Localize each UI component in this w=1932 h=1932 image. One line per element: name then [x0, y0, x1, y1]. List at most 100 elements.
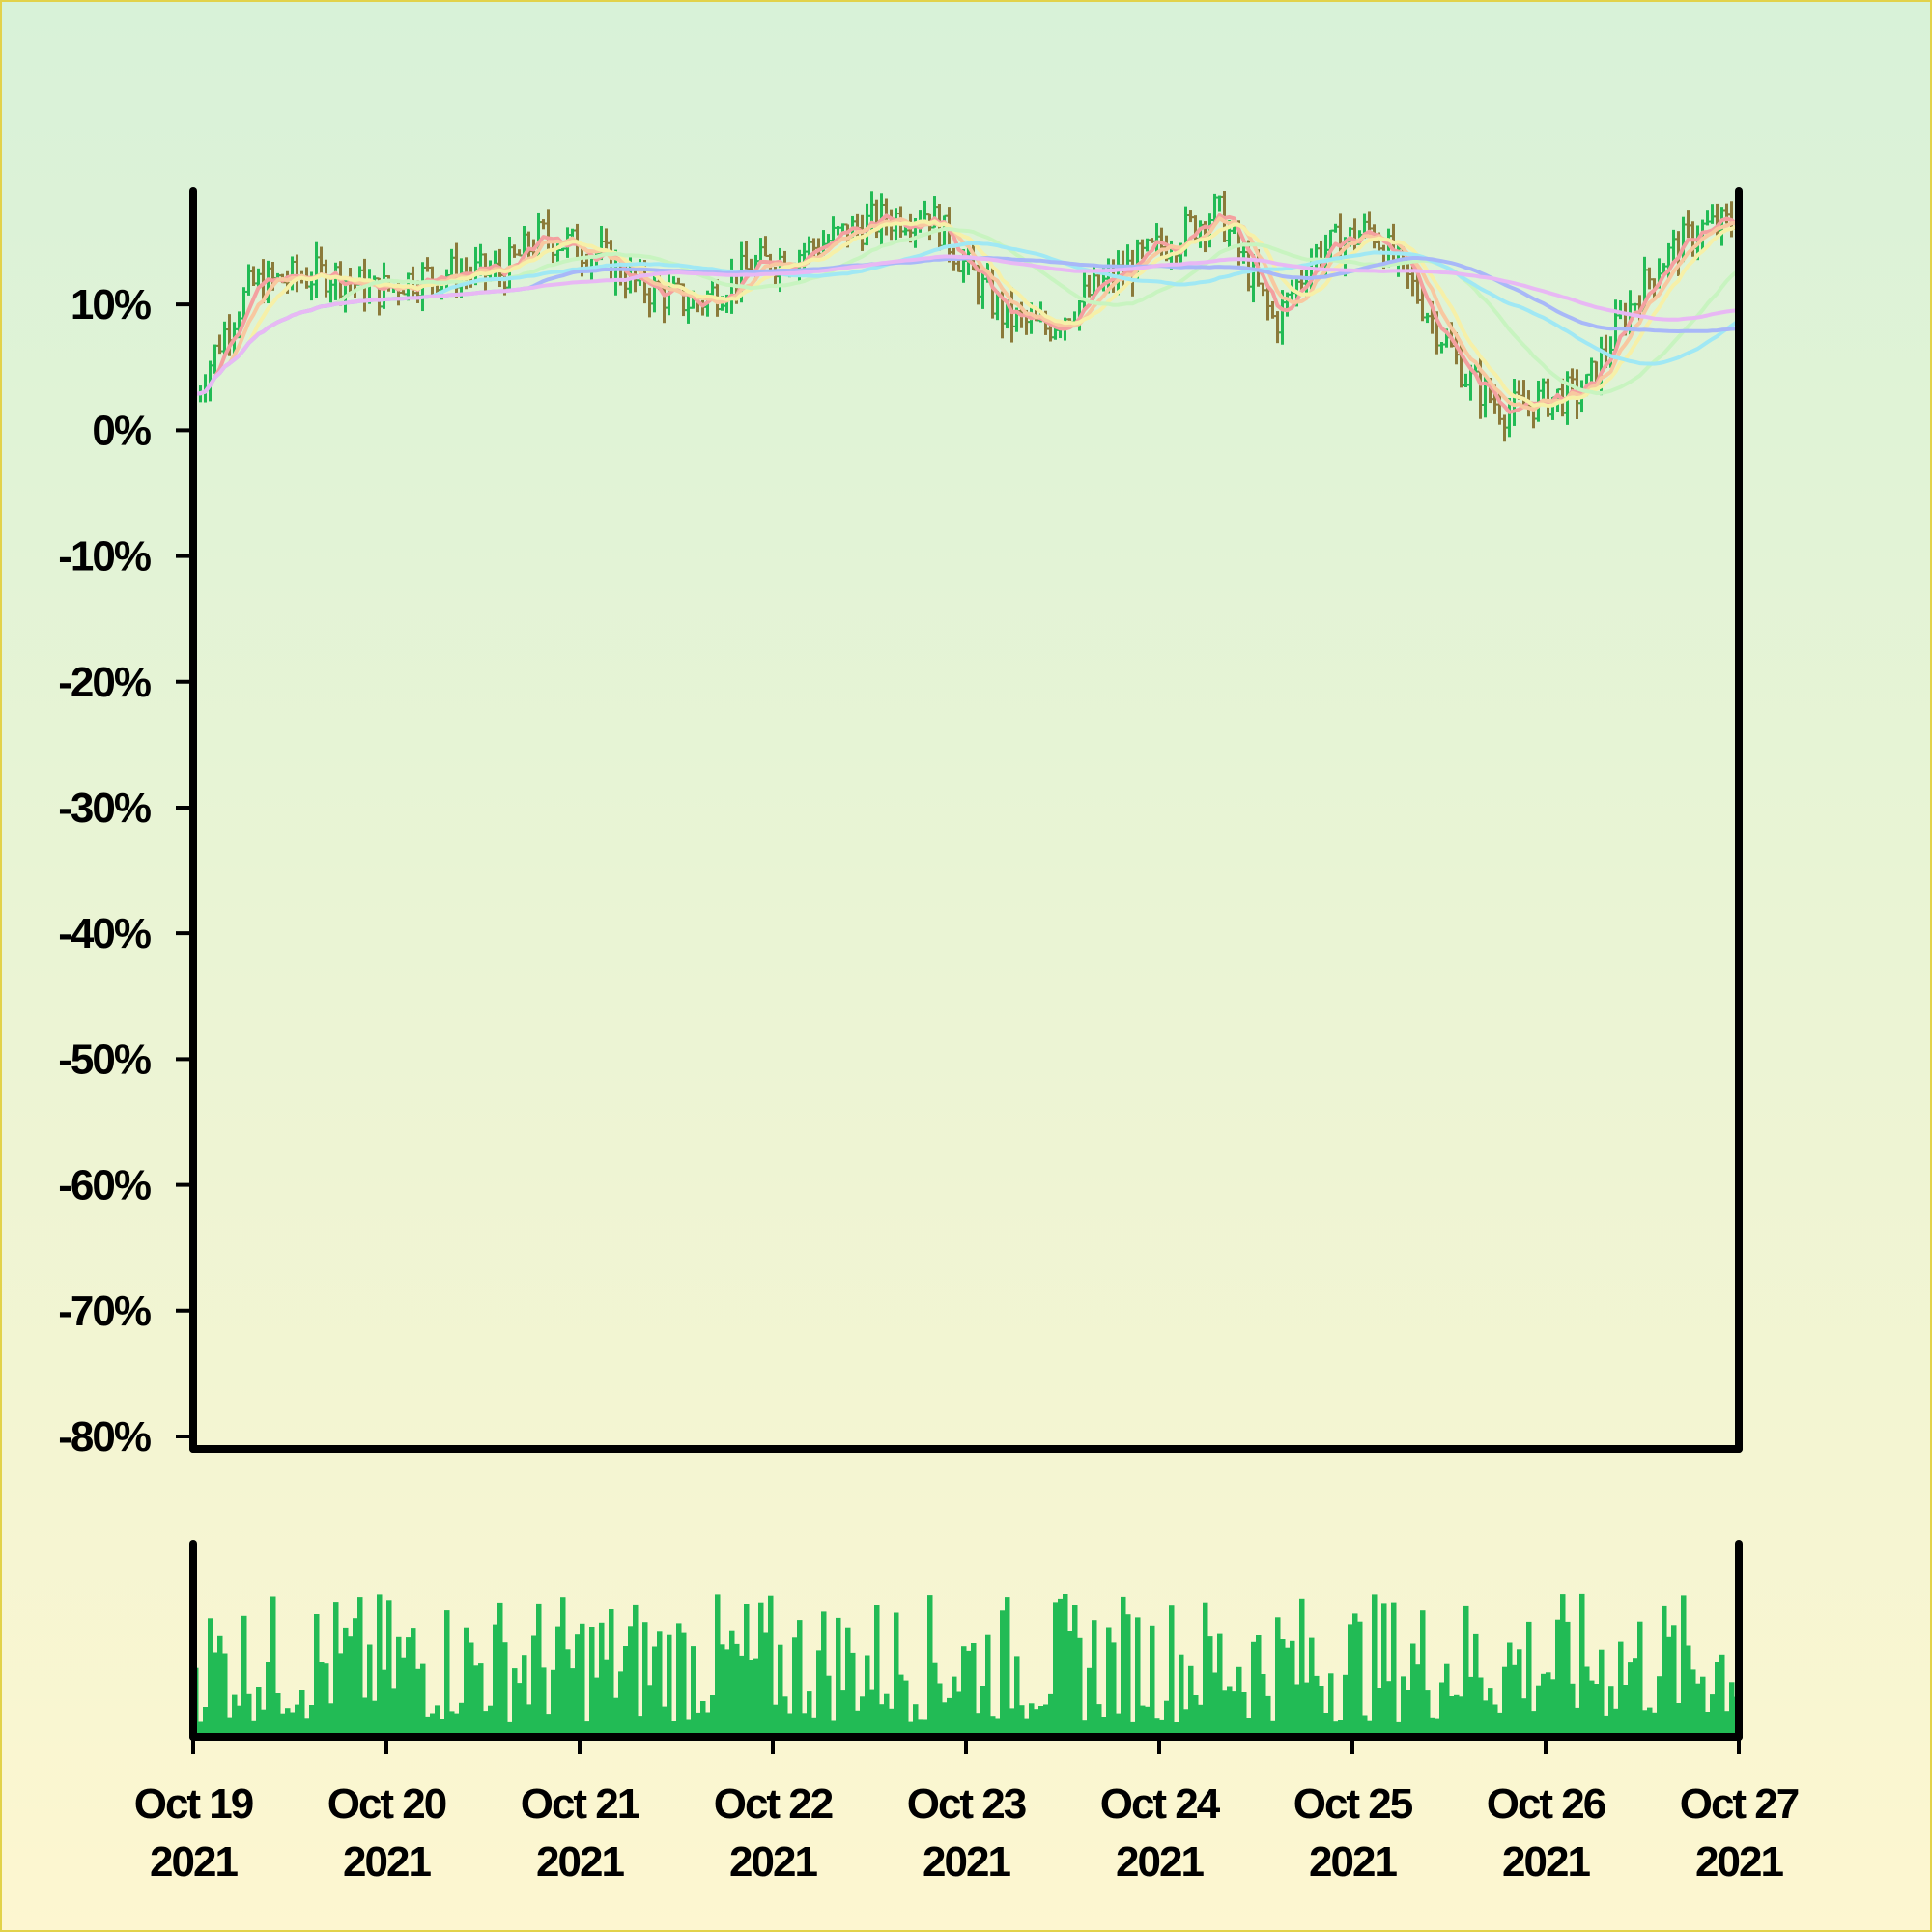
volume-bar: [469, 1642, 474, 1737]
volume-bar: [1034, 1709, 1039, 1737]
volume-bar: [1319, 1686, 1324, 1737]
volume-bar: [357, 1597, 363, 1737]
volume-bar: [1280, 1639, 1286, 1737]
volume-bar: [1212, 1672, 1218, 1737]
volume-bar: [918, 1719, 923, 1737]
volume-bar: [1236, 1666, 1242, 1737]
volume-bar: [198, 1721, 204, 1737]
volume-bar: [1589, 1680, 1595, 1737]
volume-bar: [435, 1705, 440, 1737]
volume-bar: [391, 1688, 397, 1737]
volume-bar: [966, 1650, 972, 1737]
volume-bar: [1473, 1633, 1479, 1737]
volume-bar: [551, 1669, 556, 1737]
volume-bar: [1198, 1704, 1204, 1737]
volume-bar: [700, 1701, 706, 1737]
volume-bar: [807, 1691, 812, 1737]
volume-bar: [1463, 1605, 1469, 1737]
volume-bar: [715, 1594, 721, 1737]
volume-bar: [1063, 1594, 1068, 1737]
volume-bar: [903, 1680, 909, 1737]
volume-bar: [1183, 1709, 1189, 1737]
volume-bar: [304, 1718, 310, 1737]
volume-bar: [1526, 1621, 1532, 1737]
volume-bar: [623, 1646, 629, 1737]
volume-bar: [1270, 1720, 1276, 1737]
volume-bar: [1232, 1691, 1237, 1737]
volume-bar: [497, 1602, 503, 1737]
volume-bar: [1333, 1721, 1339, 1737]
volume-bar: [517, 1683, 523, 1737]
volume-bar: [1531, 1711, 1537, 1737]
volume-bar: [1541, 1673, 1547, 1737]
volume-bar: [1550, 1679, 1556, 1737]
volume-bar: [541, 1667, 547, 1737]
volume-bar: [1265, 1695, 1271, 1737]
volume-bar: [213, 1652, 218, 1737]
volume-bar: [1328, 1673, 1334, 1737]
volume-bar: [628, 1626, 634, 1737]
volume-bar: [898, 1674, 904, 1737]
volume-bar: [980, 1686, 986, 1737]
volume-bar: [295, 1704, 300, 1737]
volume-bar: [1029, 1703, 1035, 1737]
volume-bar: [1299, 1598, 1305, 1737]
volume-bar: [406, 1637, 412, 1737]
volume-bar: [237, 1705, 242, 1737]
volume-bar: [1203, 1602, 1208, 1737]
volume-bar: [1633, 1658, 1638, 1737]
volume-bar: [270, 1596, 276, 1737]
volume-bar: [744, 1604, 750, 1737]
volume-bar: [884, 1693, 890, 1737]
volume-bar: [1637, 1621, 1643, 1737]
x-tick-label-year: 2021: [1116, 1838, 1204, 1886]
volume-bar: [1729, 1682, 1735, 1737]
moving-average-lines: [195, 213, 1738, 414]
volume-bar: [319, 1662, 325, 1737]
volume-bar: [937, 1683, 943, 1737]
volume-bar: [1019, 1705, 1025, 1737]
volume-bar: [749, 1660, 754, 1737]
volume-bar: [845, 1627, 851, 1737]
y-tick-label: -40%: [58, 910, 151, 957]
volume-bar: [1343, 1674, 1349, 1737]
x-tick-label-date: Oct 24: [1100, 1780, 1221, 1828]
volume-bar: [662, 1706, 668, 1737]
volume-bar: [1150, 1625, 1155, 1737]
volume-bar: [1488, 1688, 1493, 1737]
volume-bar: [1705, 1712, 1711, 1737]
volume-bar: [927, 1595, 933, 1737]
volume-bar: [768, 1595, 774, 1737]
axes: [176, 187, 1743, 1754]
volume-bar: [440, 1719, 445, 1737]
volume-bar: [1555, 1619, 1561, 1737]
x-tick-label-year: 2021: [150, 1838, 238, 1886]
volume-bar: [710, 1695, 716, 1737]
volume-bar: [681, 1632, 687, 1737]
volume-bar: [203, 1707, 209, 1737]
volume-bar: [377, 1594, 383, 1737]
volume-bar: [782, 1696, 788, 1737]
volume-bar: [242, 1615, 247, 1737]
volume-bar: [792, 1637, 798, 1737]
volume-bar: [1497, 1712, 1503, 1737]
volume-bar: [1444, 1663, 1450, 1737]
volume-bar: [826, 1675, 832, 1737]
volume-bar: [324, 1663, 329, 1737]
volume-bar: [1116, 1713, 1122, 1737]
volume-bar: [995, 1718, 1001, 1737]
volume-bar: [454, 1713, 460, 1737]
x-tick-label-date: Oct 27: [1680, 1780, 1799, 1828]
volume-bar: [401, 1657, 407, 1737]
x-tick-label-year: 2021: [1695, 1838, 1783, 1886]
volume-bar: [1700, 1676, 1706, 1737]
volume-bar: [493, 1624, 498, 1737]
volume-bar: [1169, 1605, 1175, 1737]
volume-bar: [1608, 1686, 1614, 1737]
volume-bar: [290, 1712, 296, 1737]
volume-bar: [1507, 1642, 1513, 1737]
volume-bar: [256, 1687, 262, 1737]
volume-bar: [478, 1663, 484, 1737]
y-tick-label: 0%: [92, 407, 150, 454]
